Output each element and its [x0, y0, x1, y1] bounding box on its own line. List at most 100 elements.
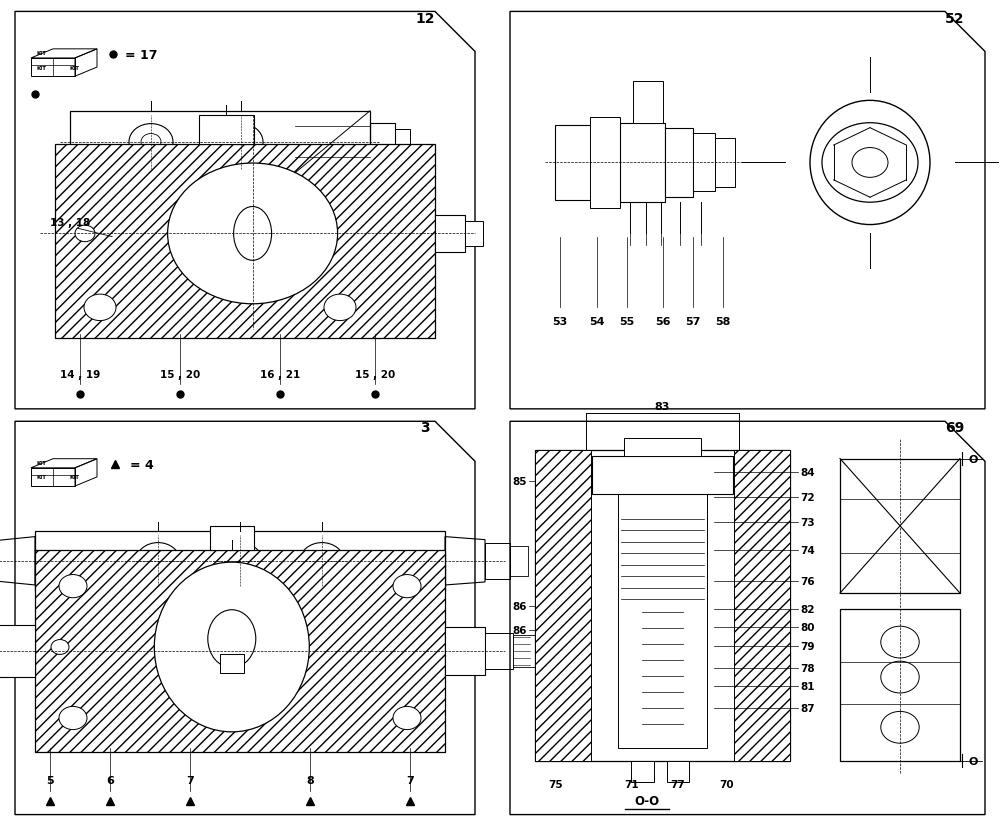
- Bar: [70, 112, 370, 174]
- Bar: [693, 134, 715, 192]
- Text: 70: 70: [719, 779, 734, 789]
- Bar: [485, 633, 513, 670]
- Bar: [734, 451, 790, 761]
- Text: 6: 6: [106, 775, 114, 785]
- Bar: [590, 117, 620, 208]
- Bar: [220, 654, 244, 674]
- Ellipse shape: [208, 610, 256, 668]
- Text: = 17: = 17: [125, 49, 158, 62]
- Text: KIT: KIT: [37, 475, 47, 480]
- Bar: [624, 438, 701, 457]
- Text: 77: 77: [670, 779, 685, 789]
- Circle shape: [822, 123, 918, 203]
- Bar: [485, 543, 510, 579]
- Text: 54: 54: [589, 317, 605, 327]
- Bar: [618, 494, 707, 748]
- Text: 83: 83: [655, 401, 670, 411]
- Circle shape: [324, 294, 356, 321]
- Ellipse shape: [154, 562, 309, 732]
- Text: 81: 81: [800, 681, 814, 691]
- Text: O: O: [968, 756, 977, 766]
- Bar: [513, 635, 535, 667]
- Text: 57: 57: [685, 317, 701, 327]
- Text: 15 , 20: 15 , 20: [160, 370, 200, 380]
- Text: 71: 71: [625, 779, 639, 789]
- Circle shape: [852, 148, 888, 178]
- Bar: [435, 216, 465, 252]
- Bar: [35, 531, 445, 591]
- Text: KIT: KIT: [70, 475, 80, 480]
- Text: O-O: O-O: [635, 794, 660, 807]
- Text: 14 , 19: 14 , 19: [60, 370, 100, 380]
- Ellipse shape: [234, 208, 272, 261]
- Bar: [370, 124, 395, 161]
- Circle shape: [75, 226, 95, 242]
- Bar: [35, 550, 445, 753]
- Text: 74: 74: [800, 545, 815, 555]
- Bar: [665, 128, 693, 198]
- Text: 80: 80: [800, 623, 814, 633]
- Text: 72: 72: [800, 492, 815, 502]
- Bar: [633, 82, 663, 123]
- Text: 5: 5: [46, 775, 54, 785]
- Text: 7: 7: [186, 775, 194, 785]
- Text: 3: 3: [420, 420, 430, 434]
- Circle shape: [881, 711, 919, 743]
- Circle shape: [881, 662, 919, 693]
- Text: = 4: = 4: [130, 458, 154, 471]
- Circle shape: [59, 706, 87, 729]
- Circle shape: [393, 706, 421, 729]
- Text: 86: 86: [512, 625, 527, 636]
- Text: 13 , 18: 13 , 18: [50, 218, 90, 227]
- Text: 55: 55: [619, 317, 635, 327]
- Circle shape: [393, 575, 421, 598]
- Ellipse shape: [810, 101, 930, 225]
- Circle shape: [84, 294, 116, 321]
- Bar: [631, 761, 654, 782]
- Bar: [395, 130, 410, 155]
- Bar: [840, 609, 960, 761]
- Text: 75: 75: [548, 779, 563, 789]
- Text: 87: 87: [800, 703, 815, 713]
- Text: 73: 73: [800, 517, 815, 527]
- Bar: [535, 451, 591, 761]
- Bar: [465, 222, 483, 246]
- Bar: [510, 546, 528, 576]
- Text: 12: 12: [415, 12, 435, 26]
- Text: O: O: [968, 454, 977, 464]
- Text: 78: 78: [800, 662, 815, 673]
- Text: 53: 53: [552, 317, 568, 327]
- Text: 16 , 21: 16 , 21: [260, 370, 300, 380]
- Text: 15 , 20: 15 , 20: [355, 370, 395, 380]
- Text: KIT: KIT: [70, 65, 80, 70]
- Text: 86: 86: [512, 600, 527, 611]
- Bar: [198, 116, 254, 145]
- Text: 56: 56: [655, 317, 671, 327]
- Text: KIT: KIT: [37, 65, 47, 70]
- Text: 79: 79: [800, 641, 814, 651]
- Text: 58: 58: [715, 317, 731, 327]
- Bar: [210, 527, 254, 550]
- Bar: [445, 627, 485, 676]
- Text: 69: 69: [945, 420, 965, 434]
- Text: KIT: KIT: [37, 461, 47, 466]
- Text: 8: 8: [306, 775, 314, 785]
- Text: 85: 85: [512, 476, 527, 487]
- Bar: [667, 761, 689, 782]
- Bar: [840, 459, 960, 594]
- Bar: [715, 138, 735, 188]
- Text: 52: 52: [945, 12, 965, 26]
- Bar: [620, 123, 665, 203]
- Bar: [55, 145, 435, 339]
- Circle shape: [881, 626, 919, 658]
- Bar: [0, 625, 35, 677]
- Circle shape: [168, 164, 338, 304]
- Bar: [555, 126, 593, 200]
- Text: 76: 76: [800, 576, 815, 586]
- Text: 84: 84: [800, 467, 815, 477]
- Text: KIT: KIT: [37, 51, 47, 56]
- Circle shape: [59, 575, 87, 598]
- Bar: [592, 457, 733, 494]
- Bar: [535, 451, 790, 761]
- Text: 82: 82: [800, 604, 814, 614]
